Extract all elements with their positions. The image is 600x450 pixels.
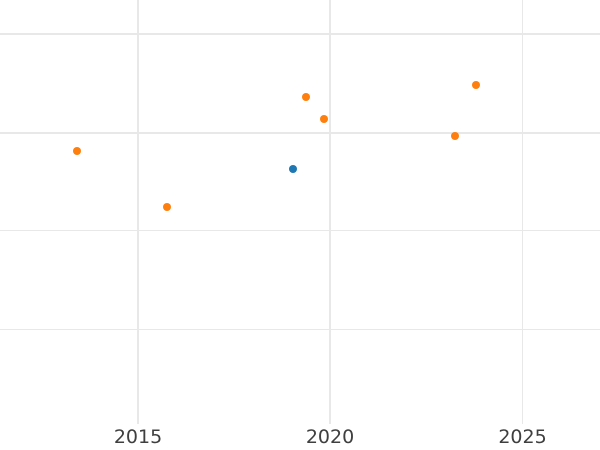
- vertical-gridline: [521, 0, 524, 424]
- horizontal-gridline: [0, 132, 600, 134]
- data-point-orange-series: [163, 203, 171, 211]
- vertical-gridline: [137, 0, 139, 424]
- data-point-orange-series: [73, 147, 81, 155]
- horizontal-gridline: [0, 229, 600, 232]
- x-tick-label: 2015: [113, 426, 163, 448]
- data-point-orange-series: [320, 115, 328, 123]
- horizontal-gridline: [0, 33, 600, 35]
- data-point-orange-series: [302, 93, 310, 101]
- horizontal-gridline: [0, 328, 600, 331]
- data-point-orange-series: [472, 81, 480, 89]
- data-point-orange-series: [451, 132, 459, 140]
- vertical-gridline: [329, 0, 331, 424]
- data-point-blue-series: [289, 165, 297, 173]
- x-tick-label: 2020: [305, 426, 355, 448]
- x-tick-label: 2025: [498, 426, 547, 448]
